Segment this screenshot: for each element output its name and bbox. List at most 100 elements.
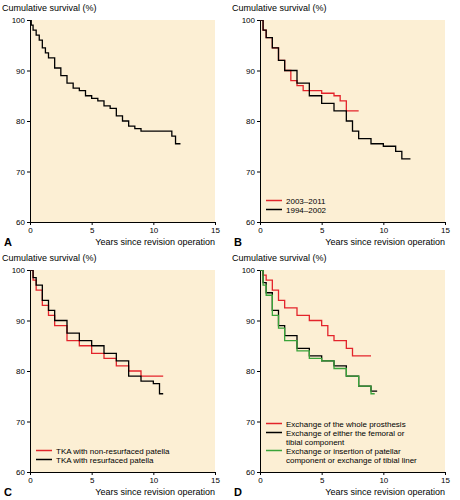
tick-label: 5 [90, 476, 95, 485]
tick-mark [257, 472, 260, 473]
x-axis: 051015 [28, 222, 220, 235]
tick-mark [257, 371, 260, 372]
tick: 80 [246, 367, 260, 376]
axis-line [257, 271, 261, 473]
legend-swatch [266, 200, 282, 202]
legend-entry: 1994–2002 [266, 206, 327, 215]
x-axis: 051015 [258, 222, 450, 235]
plot-area: 05101560708090100 [12, 16, 221, 235]
tick-mark [27, 472, 30, 473]
tick-mark [322, 472, 323, 475]
tick-mark [27, 172, 30, 173]
legend-entry: 2003–2011 [266, 197, 326, 206]
survival-line [260, 20, 359, 111]
tick-label: 80 [16, 367, 25, 376]
legend-label: TKA with resurfaced patella [56, 456, 154, 465]
series-group [30, 270, 163, 394]
tick-label: 0 [258, 476, 263, 485]
legend-label: Exchange of the whole prosthesis [286, 420, 406, 429]
tick: 80 [16, 367, 30, 376]
tick-label: 70 [246, 418, 255, 427]
tick: 70 [16, 418, 30, 427]
plot-area: 05101560708090100Exchange of the whole p… [242, 266, 451, 485]
tick-label: 5 [320, 476, 325, 485]
survival-line [30, 20, 180, 144]
panel: 05101560708090100Exchange of the whole p… [232, 253, 450, 498]
legend: Exchange of the whole prosthesisExchange… [266, 420, 417, 465]
y-axis: 60 70 80 90 100 [242, 266, 261, 477]
tick-mark [27, 121, 30, 122]
x-axis-title: Years since revision operation [325, 487, 445, 497]
tick-label: 15 [441, 226, 450, 235]
tick-label: 70 [16, 418, 25, 427]
axis-line [257, 21, 261, 223]
legend-swatch [266, 423, 282, 425]
tick-mark [27, 422, 30, 423]
axis-line [27, 271, 31, 473]
plot-background [260, 20, 445, 222]
tick-label: 10 [149, 226, 158, 235]
legend-label: Exchange of either the femoral ortibial … [286, 429, 405, 447]
tick-label: 0 [28, 476, 33, 485]
tick: 5 [320, 472, 325, 485]
tick-mark [27, 321, 30, 322]
tick: 5 [90, 472, 95, 485]
tick: 15 [441, 222, 450, 235]
tick: 100 [12, 16, 30, 25]
tick-mark [27, 71, 30, 72]
tick-mark [445, 222, 446, 225]
tick-mark [27, 222, 30, 223]
legend-label: Exchange or insertion of patellarcompone… [286, 447, 417, 465]
tick-mark [92, 222, 93, 225]
panel-title: C [4, 486, 12, 498]
tick-mark [383, 472, 384, 475]
tick-label: 90 [246, 67, 255, 76]
tick: 90 [16, 317, 30, 326]
tick: 15 [211, 472, 220, 485]
tick-label: 100 [242, 266, 256, 275]
tick-label: 15 [211, 476, 220, 485]
tick: 5 [90, 222, 95, 235]
series-group [30, 20, 180, 144]
axis-line [31, 223, 216, 226]
tick: 0 [28, 472, 33, 485]
tick-mark [257, 422, 260, 423]
tick: 100 [242, 266, 260, 275]
tick-label: 60 [16, 218, 25, 227]
tick: 90 [246, 317, 260, 326]
plot-background [260, 270, 445, 472]
tick: 10 [379, 222, 388, 235]
tick-mark [215, 472, 216, 475]
legend-entry: TKA with resurfaced patella [36, 456, 154, 465]
axis-line [31, 473, 216, 476]
x-axis-title: Years since revision operation [95, 487, 215, 497]
tick-mark [257, 321, 260, 322]
tick-mark [322, 222, 323, 225]
plot-background [30, 270, 215, 472]
legend-entry: Exchange or insertion of patellarcompone… [266, 447, 417, 465]
tick-mark [383, 222, 384, 225]
legend-entry: Exchange of either the femoral ortibial … [266, 429, 405, 447]
tick-label: 60 [16, 468, 25, 477]
tick-mark [445, 472, 446, 475]
tick-label: 60 [246, 468, 255, 477]
tick: 5 [320, 222, 325, 235]
tick-label: 90 [246, 317, 255, 326]
x-axis-title: Years since revision operation [95, 237, 215, 247]
survival-line [260, 270, 377, 391]
y-axis: 60708090100 [242, 16, 261, 227]
tick-mark [153, 222, 154, 225]
tick: 0 [258, 472, 263, 485]
tick-label: 100 [12, 16, 26, 25]
tick-mark [257, 71, 260, 72]
tick: 70 [16, 168, 30, 177]
tick-label: 10 [379, 226, 388, 235]
legend: 2003–20111994–2002 [266, 197, 327, 215]
tick-mark [257, 270, 260, 271]
tick: 15 [211, 222, 220, 235]
tick-label: 90 [16, 67, 25, 76]
tick: 80 [246, 117, 260, 126]
legend-label: TKA with non-resurfaced patella [56, 447, 170, 456]
panel-title: B [234, 236, 242, 248]
plot-area: 051015607080901002003–20111994–2002 [242, 16, 451, 235]
